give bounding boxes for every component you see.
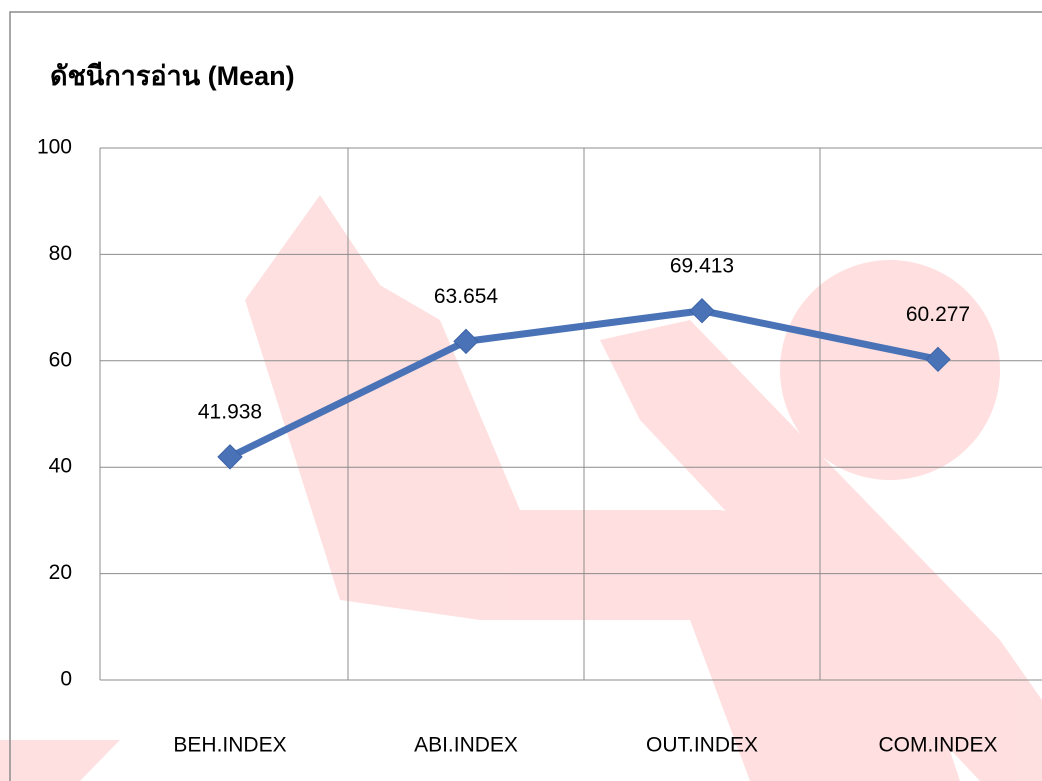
chart-title: ดัชนีการอ่าน (Mean) [50,61,295,91]
y-tick-label: 20 [49,561,72,584]
marker [689,298,715,324]
watermark-shape [245,195,960,781]
watermark-shape [0,740,120,781]
watermark-circle [780,260,1000,480]
series-line [226,307,942,461]
y-tick-label: 80 [49,242,72,265]
data-label: 41.938 [198,400,262,423]
watermark-shape [600,320,1042,781]
chart-frame [9,11,1042,781]
y-tick-label: 0 [60,668,72,691]
marker [925,346,951,373]
marker [217,444,243,470]
data-label: 60.277 [906,303,970,326]
data-label: 69.413 [670,254,734,277]
x-tick-label: BEH.INDEX [173,734,286,757]
y-tick-label: 100 [37,136,72,159]
y-tick-label: 40 [49,455,72,478]
x-tick-label: COM.INDEX [878,734,997,757]
y-tick-label: 60 [49,348,72,371]
watermark [0,195,1042,781]
x-tick-label: ABI.INDEX [414,734,518,757]
data-label: 63.654 [434,285,499,308]
marker [453,328,479,355]
x-tick-label: OUT.INDEX [646,734,758,757]
